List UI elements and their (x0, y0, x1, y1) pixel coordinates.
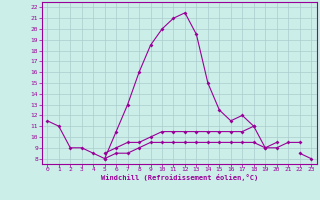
X-axis label: Windchill (Refroidissement éolien,°C): Windchill (Refroidissement éolien,°C) (100, 174, 258, 181)
